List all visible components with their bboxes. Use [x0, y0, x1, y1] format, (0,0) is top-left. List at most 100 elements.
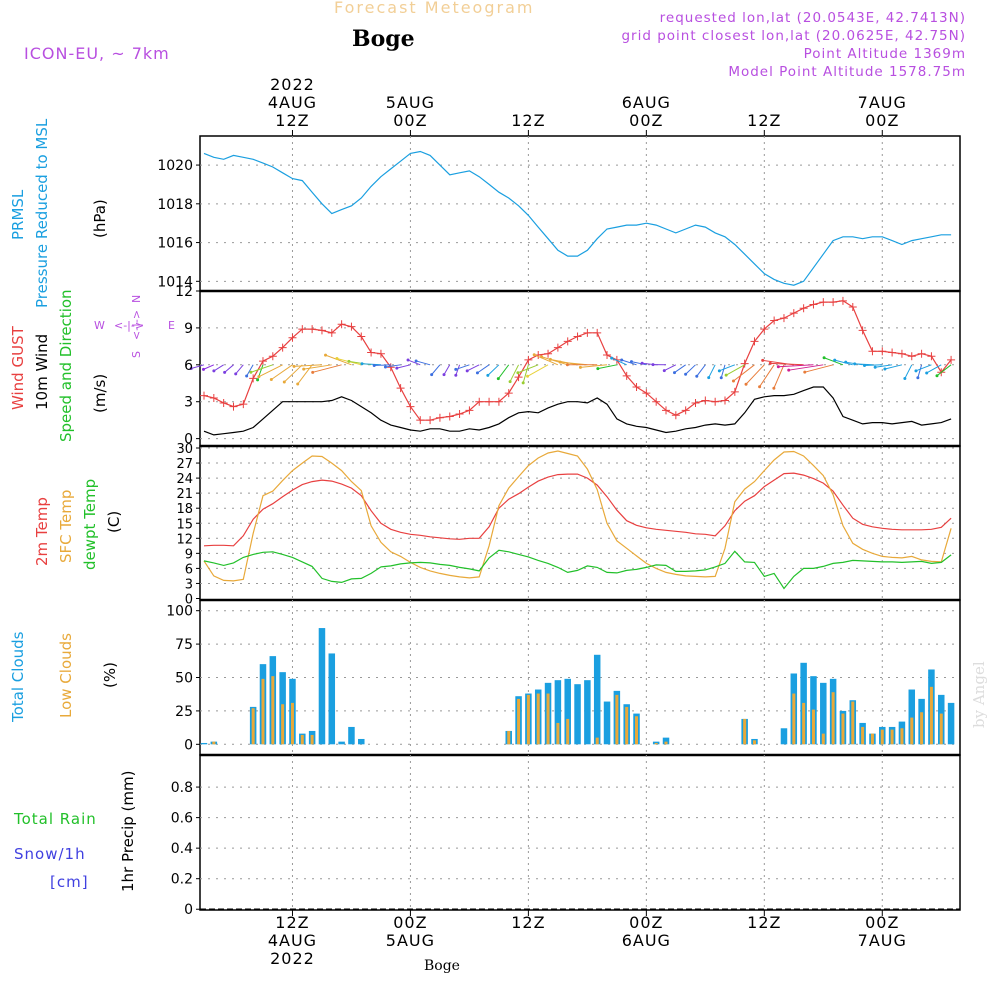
cloud-bar-total — [308, 730, 316, 745]
y-tick-label: 0 — [184, 902, 193, 918]
cloud-bar-total — [839, 710, 847, 745]
time-axis-line: 4AUG — [267, 931, 318, 950]
gust-marker — [819, 298, 828, 307]
series-line-2m-temp — [203, 472, 952, 547]
wind-arrow-head — [914, 369, 918, 373]
requested-coords: requested lon,lat (20.0543E, 42.7413N) — [659, 10, 966, 26]
cloud-bar-low — [300, 734, 304, 745]
wind-arrow-head — [372, 364, 376, 368]
time-axis-line: 12Z — [511, 913, 546, 932]
wind-arrow — [788, 364, 824, 371]
gust-marker — [848, 302, 857, 311]
wind-arrow — [487, 364, 500, 376]
wind-arrow-head — [406, 358, 410, 362]
cloud-bar-total — [328, 653, 336, 745]
cloud-bar-low — [625, 706, 629, 745]
wind-arrow — [203, 364, 215, 370]
cloud-bar-total — [928, 669, 935, 745]
wind-compass-label: S — [130, 351, 143, 358]
time-axis-line: 12Z — [275, 913, 310, 932]
time-axis-label: 12Z — [488, 914, 568, 932]
wind-arrow-head — [245, 374, 249, 378]
cloud-bar-low — [939, 713, 943, 745]
wind-arrow-head — [724, 373, 728, 377]
wind-arrow — [477, 364, 490, 374]
wind-arrow-head — [202, 367, 206, 371]
gust-marker — [327, 328, 336, 337]
wind-arrow-head — [395, 366, 399, 370]
cloud-bar-low — [310, 734, 314, 745]
gust-marker — [642, 389, 651, 398]
wind-arrow-head — [383, 365, 387, 369]
y-tick-label: 50 — [175, 671, 193, 687]
cloud-bar-low — [821, 733, 825, 745]
y-tick-label: 0.8 — [171, 780, 193, 796]
wind-arrow-head — [256, 378, 260, 382]
gust-marker — [897, 349, 906, 358]
y-tick-label: 75 — [175, 637, 193, 653]
wind-arrow — [745, 364, 765, 385]
cloud-bar-low — [861, 726, 865, 745]
wind-arrow — [431, 364, 441, 375]
cloud-bar-low — [929, 686, 933, 745]
wind-arrow-head — [707, 376, 711, 380]
y-tick-label: 0 — [184, 432, 193, 448]
wind-arrow-head — [454, 373, 458, 377]
wind-arrow-head — [360, 362, 364, 366]
wind-arrow-head — [414, 359, 418, 363]
time-axis-line: 12Z — [275, 111, 310, 130]
wind-arrow-head — [282, 380, 286, 384]
y-tick-label: 1020 — [157, 158, 193, 174]
cloud-bar-total — [751, 738, 758, 745]
y-tick-label: 15 — [176, 517, 193, 532]
panel-axis-label: dewpt Temp — [81, 478, 99, 570]
wind-arrow-head — [862, 364, 866, 368]
wind-arrow-head — [223, 370, 227, 374]
y-tick-label: 24 — [176, 472, 193, 487]
gust-marker — [720, 396, 729, 405]
time-axis-line: 00Z — [393, 111, 428, 130]
panel-axis-label: (m/s) — [91, 373, 109, 413]
gust-marker — [730, 387, 739, 396]
wind-arrow — [674, 364, 686, 373]
meteogram-title: Forecast Meteogram — [334, 0, 535, 17]
panel-axis-label: 10m Wind — [33, 333, 51, 410]
cloud-bar-total — [947, 702, 955, 745]
wind-arrow — [664, 364, 677, 372]
series-line-10m-wind — [203, 386, 952, 436]
gust-marker — [209, 394, 218, 403]
wind-arrow — [271, 364, 293, 380]
wind-compass-label: <-|-> — [130, 309, 143, 340]
time-axis-line: 00Z — [865, 913, 900, 932]
wind-arrow-head — [844, 360, 848, 364]
wind-arrow-head — [249, 370, 253, 374]
wind-arrow-head — [684, 372, 688, 376]
wind-arrow — [631, 361, 647, 366]
cloud-bar-total — [780, 728, 788, 745]
wind-arrow-head — [565, 363, 569, 367]
cloud-bar-low — [792, 693, 796, 745]
wind-arrow-head — [596, 367, 600, 371]
wind-arrow-head — [508, 380, 512, 384]
wind-arrow — [541, 356, 568, 366]
cloud-bar-low — [566, 718, 570, 745]
cloud-bar-total — [259, 664, 267, 745]
cloud-bar-total — [829, 678, 837, 745]
cloud-bar-total — [810, 676, 817, 745]
wind-arrow — [823, 357, 844, 366]
time-axis-label: 12Z — [724, 914, 804, 932]
cloud-bar-total — [938, 694, 945, 745]
cloud-bar-low — [546, 693, 550, 745]
precip-legend-label: [cm] — [50, 873, 89, 891]
wind-compass-label: N — [130, 294, 143, 303]
panel-axis-label: Wind GUST — [9, 326, 27, 410]
time-axis-line: 5AUG — [385, 93, 436, 112]
y-tick-label: 1016 — [157, 236, 193, 252]
wind-arrow-head — [465, 369, 469, 373]
wind-arrow-head — [234, 372, 238, 376]
cloud-bar-total — [534, 689, 542, 745]
time-axis-label: 00Z 7AUG — [842, 914, 922, 950]
time-axis-line: 00Z — [629, 913, 664, 932]
wind-arrow — [770, 362, 804, 366]
wind-arrow — [455, 364, 461, 376]
